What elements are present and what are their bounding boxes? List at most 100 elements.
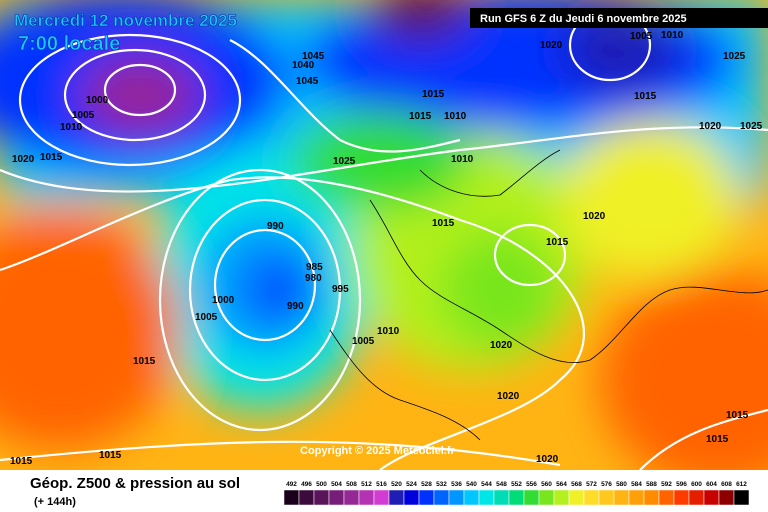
colorbar-label: 568 <box>571 481 582 488</box>
colorbar-label: 564 <box>556 481 567 488</box>
colorbar-label: 556 <box>526 481 537 488</box>
isobar-label: 1005 <box>195 312 218 323</box>
colorbar-label: 548 <box>496 481 507 488</box>
isobar-label: 995 <box>332 284 349 295</box>
isobar-label: 1015 <box>40 152 63 163</box>
copyright: Copyright © 2025 Meteociel.fr <box>300 445 456 457</box>
isobar-label: 990 <box>267 221 284 232</box>
colorbar-swatch <box>613 489 630 506</box>
colorbar-swatch <box>478 489 495 506</box>
footer-subtitle: (+ 144h) <box>34 496 76 508</box>
isobar-label: 1020 <box>497 391 520 402</box>
colorbar-swatch <box>388 489 405 506</box>
colorbar-label: 496 <box>301 481 312 488</box>
isobar-label: 1025 <box>333 156 356 167</box>
colorbar-swatch <box>313 489 330 506</box>
colorbar-swatch <box>568 489 585 506</box>
footer-title: Géop. Z500 & pression au sol <box>30 475 240 492</box>
colorbar-swatch <box>688 489 705 506</box>
isobar-label: 1010 <box>377 326 400 337</box>
colorbar-label: 504 <box>331 481 342 488</box>
colorbar-swatch <box>598 489 615 506</box>
isobar-label: 1020 <box>12 154 35 165</box>
isobar-label: 1005 <box>352 336 375 347</box>
run-label: Run GFS 6 Z du Jeudi 6 novembre 2025 <box>480 13 687 25</box>
colorbar-swatch <box>628 489 645 506</box>
colorbar-swatch <box>448 489 465 506</box>
isobar-label: 1015 <box>432 218 455 229</box>
colorbar-label: 604 <box>706 481 717 488</box>
colorbar-label: 516 <box>376 481 387 488</box>
isobar-label: 1005 <box>72 110 95 121</box>
colorbar-swatch <box>418 489 435 506</box>
colorbar-label: 544 <box>481 481 492 488</box>
isobar-label: 1010 <box>661 30 684 41</box>
isobar-label: 1020 <box>540 40 563 51</box>
colorbar-label: 592 <box>661 481 672 488</box>
isobar-label: 1040 <box>292 60 315 71</box>
isobar-label: 1015 <box>546 237 569 248</box>
isobar-label: 1015 <box>409 111 432 122</box>
colorbar-label: 492 <box>286 481 297 488</box>
isobar-label: 985 <box>306 262 323 273</box>
colorbar-swatch <box>523 489 540 506</box>
time-label: 7:00 locale <box>18 33 120 55</box>
colorbar-swatch <box>553 489 570 506</box>
colorbar-label: 512 <box>361 481 372 488</box>
colorbar-swatch <box>493 489 510 506</box>
colorbar-swatch <box>583 489 600 506</box>
colorbar-label: 584 <box>631 481 642 488</box>
isobar-label: 1020 <box>583 211 606 222</box>
colorbar-swatch <box>433 489 450 506</box>
isobar-label: 1000 <box>212 295 235 306</box>
isobar-label: 1020 <box>490 340 513 351</box>
isobar-label: 1015 <box>422 89 445 100</box>
isobar-label: 1015 <box>99 450 122 461</box>
isobar-label: 1015 <box>726 410 749 421</box>
colorbar-swatch <box>298 489 315 506</box>
isobar-label: 1000 <box>86 95 109 106</box>
isobar-label: 1010 <box>451 154 474 165</box>
colorbar-label: 540 <box>466 481 477 488</box>
colorbar-label: 588 <box>646 481 657 488</box>
colorbar-swatch <box>538 489 555 506</box>
colorbar-swatch <box>358 489 375 506</box>
date-label: Mercredi 12 novembre 2025 <box>14 11 237 30</box>
colorbar-swatch <box>733 489 750 506</box>
isobar-label: 1045 <box>296 76 319 87</box>
colorbar-swatch <box>373 489 390 506</box>
isobar-label: 1005 <box>630 31 653 42</box>
colorbar-swatch <box>463 489 480 506</box>
colorbar-swatch <box>328 489 345 506</box>
colorbar-swatch <box>703 489 720 506</box>
colorbar-label: 560 <box>541 481 552 488</box>
isobar-label: 1025 <box>723 51 746 62</box>
colorbar-label: 528 <box>421 481 432 488</box>
isobar-label: 1045 <box>302 51 325 62</box>
colorbar-label: 572 <box>586 481 597 488</box>
colorbar-label: 524 <box>406 481 417 488</box>
colorbar-label: 596 <box>676 481 687 488</box>
field-background <box>0 0 768 490</box>
isobar-label: 1020 <box>536 454 559 465</box>
colorbar-swatch <box>508 489 525 506</box>
isobar-label: 1020 <box>699 121 722 132</box>
isobar-label: 980 <box>305 273 322 284</box>
run-box <box>470 8 768 28</box>
colorbar: 492 496 500 504 508 512 516 520 524 528 532 536 540 5… <box>283 481 750 506</box>
isobar-label: 1025 <box>740 121 763 132</box>
isobar-label: 1015 <box>10 456 33 467</box>
colorbar-swatch <box>673 489 690 506</box>
colorbar-swatch <box>403 489 420 506</box>
colorbar-swatch <box>643 489 660 506</box>
colorbar-label: 552 <box>511 481 522 488</box>
isobar-label: 990 <box>287 301 304 312</box>
isobar-label: 1015 <box>706 434 729 445</box>
isobar-label: 1015 <box>133 356 156 367</box>
colorbar-swatch <box>658 489 675 506</box>
colorbar-label: 580 <box>616 481 627 488</box>
colorbar-label: 508 <box>346 481 357 488</box>
colorbar-label: 600 <box>691 481 702 488</box>
